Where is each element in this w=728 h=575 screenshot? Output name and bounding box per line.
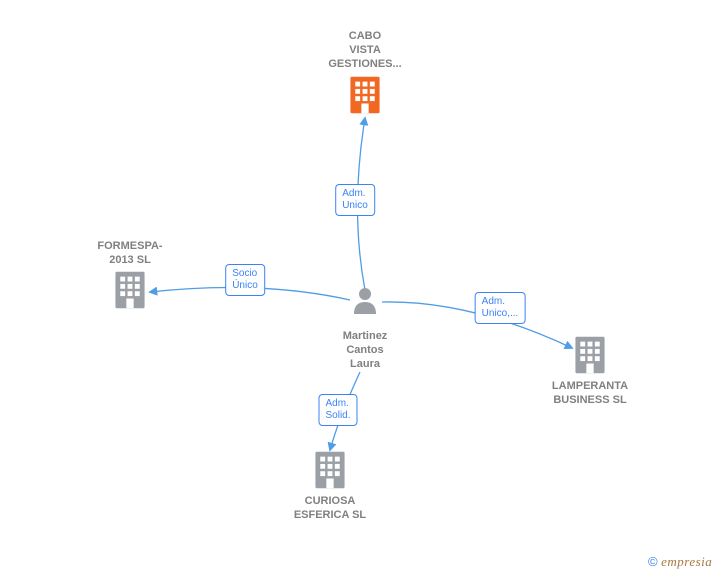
brand-name: empresia [661, 554, 712, 569]
node-label: Martinez Cantos Laura [305, 330, 425, 371]
building-icon[interactable] [315, 452, 344, 488]
node-label: LAMPERANTA BUSINESS SL [530, 380, 650, 408]
watermark: ©empresia [648, 554, 712, 570]
node-formespa[interactable]: FORMESPA- 2013 SL [70, 240, 190, 268]
building-icon[interactable] [575, 337, 604, 373]
edge-label-adm-unico: Adm. Unico [335, 184, 375, 216]
building-icon[interactable] [115, 272, 144, 308]
node-cabo-vista[interactable]: CABO VISTA GESTIONES... [305, 30, 425, 71]
node-label: CURIOSA ESFERICA SL [270, 495, 390, 523]
node-label: CABO VISTA GESTIONES... [305, 30, 425, 71]
edge-label-adm-unico-more: Adm. Unico,... [475, 292, 526, 324]
node-label: FORMESPA- 2013 SL [70, 240, 190, 268]
building-icon[interactable] [350, 77, 379, 113]
node-person-center[interactable]: Martinez Cantos Laura [305, 330, 425, 371]
copyright-symbol: © [648, 554, 658, 569]
node-lamperanta[interactable]: LAMPERANTA BUSINESS SL [530, 380, 650, 408]
edge-label-socio-unico: Socio Único [225, 264, 265, 296]
node-curiosa[interactable]: CURIOSA ESFERICA SL [270, 495, 390, 523]
person-icon[interactable] [354, 288, 376, 314]
edge-label-adm-solid: Adm. Solid. [318, 394, 357, 426]
diagram-canvas [0, 0, 728, 575]
